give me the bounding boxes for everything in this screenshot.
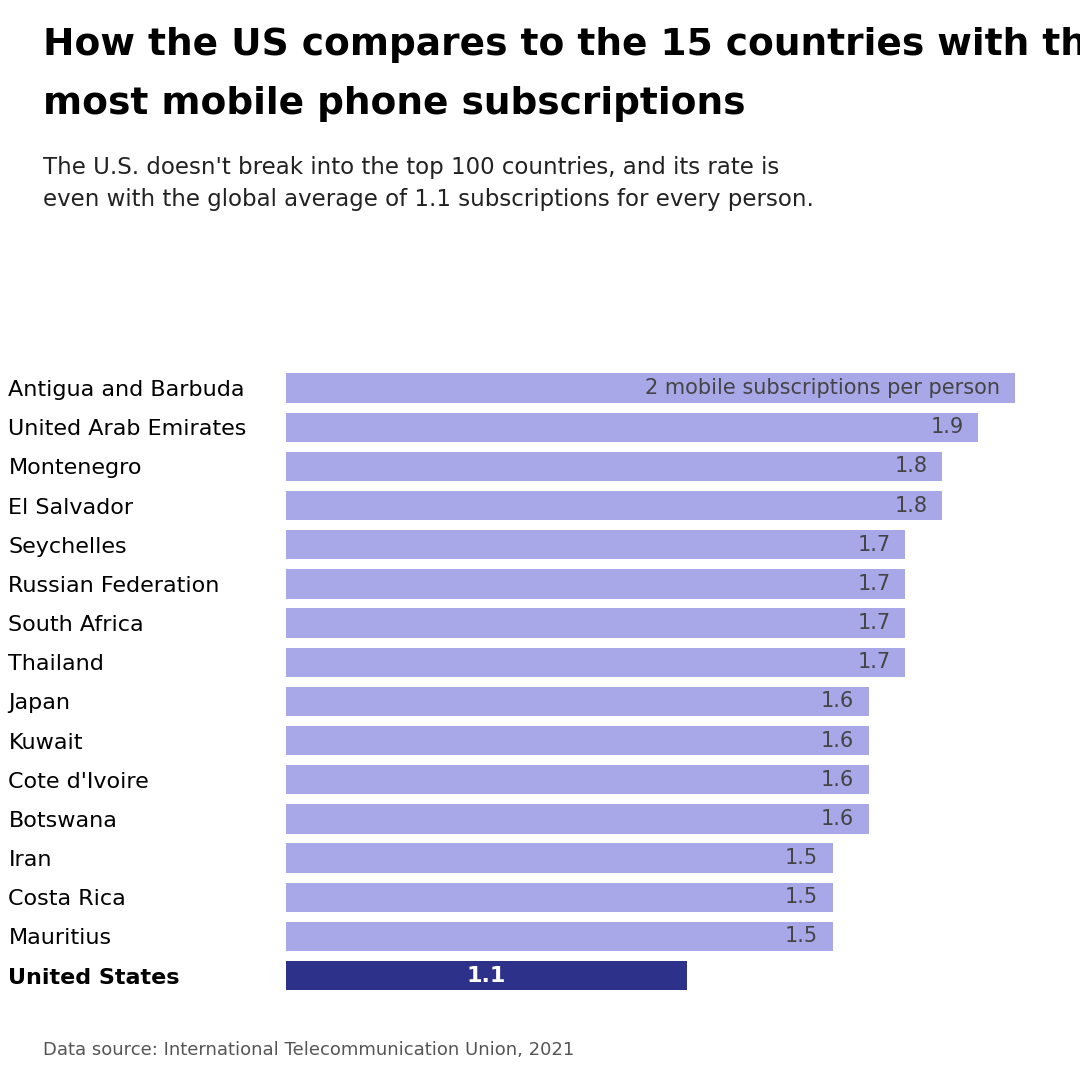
Bar (286, 452, 942, 481)
Text: 1.6: 1.6 (821, 691, 854, 711)
Text: 1.7: 1.7 (858, 573, 891, 594)
Bar (286, 413, 978, 442)
Bar (286, 373, 1015, 403)
Bar (286, 960, 687, 991)
Bar (286, 922, 833, 951)
Text: 1.6: 1.6 (821, 808, 854, 829)
Text: 1.7: 1.7 (858, 535, 891, 555)
Bar (286, 569, 905, 598)
Text: 1.5: 1.5 (785, 887, 818, 908)
Text: The U.S. doesn't break into the top 100 countries, and its rate is
even with the: The U.S. doesn't break into the top 100 … (43, 156, 814, 211)
Bar (286, 608, 905, 638)
Text: 1.1: 1.1 (467, 966, 507, 985)
Text: 1.8: 1.8 (894, 496, 928, 515)
Text: 2 mobile subscriptions per person: 2 mobile subscriptions per person (645, 378, 1000, 398)
Text: 1.7: 1.7 (858, 613, 891, 633)
Bar (286, 765, 869, 794)
Text: 1.5: 1.5 (785, 926, 818, 946)
Bar (286, 725, 869, 756)
Bar (286, 804, 869, 833)
Text: How the US compares to the 15 countries with the: How the US compares to the 15 countries … (43, 27, 1080, 63)
Bar (286, 883, 833, 912)
Text: 1.9: 1.9 (931, 417, 963, 438)
Text: 1.6: 1.6 (821, 731, 854, 750)
Text: Data source: International Telecommunication Union, 2021: Data source: International Telecommunica… (43, 1040, 575, 1059)
Bar (286, 687, 869, 716)
Bar (286, 648, 905, 677)
Text: 1.6: 1.6 (821, 770, 854, 790)
Text: 1.7: 1.7 (858, 652, 891, 673)
Text: 1.8: 1.8 (894, 456, 928, 476)
Bar (286, 530, 905, 559)
Bar (286, 490, 942, 521)
Text: 1.5: 1.5 (785, 848, 818, 868)
Text: most mobile phone subscriptions: most mobile phone subscriptions (43, 86, 745, 122)
Bar (286, 843, 833, 873)
